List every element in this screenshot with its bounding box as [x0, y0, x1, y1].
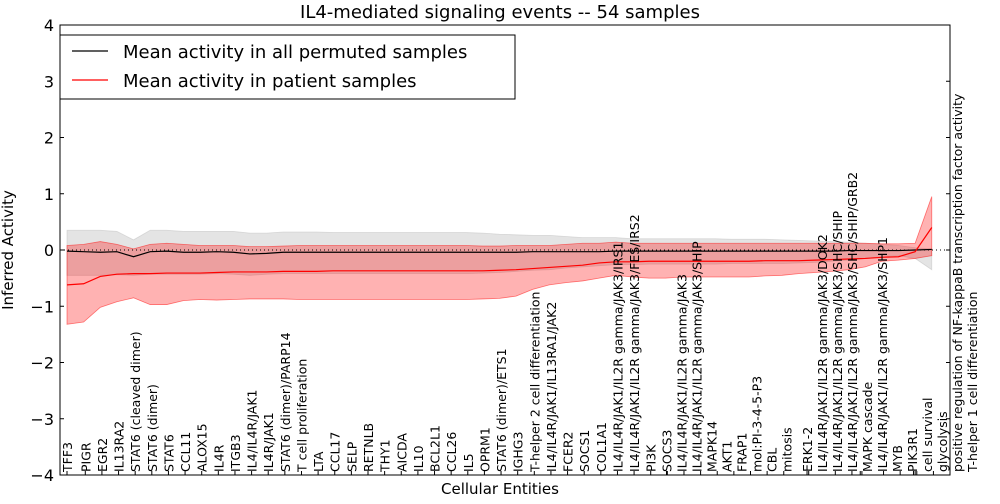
x-tick-label: THY1 — [378, 439, 393, 473]
x-tick-label: IL4/IL4R/JAK1/IL2R gamma/JAK3/SHC/SHIP — [830, 211, 845, 472]
x-tick-label: IL4/IL4R/JAK1/IL2R gamma/JAK3/SHP1 — [875, 237, 890, 472]
x-tick-label: STAT6 (dimer)/ETS1 — [494, 348, 509, 472]
x-tick-label: CBL — [765, 448, 780, 472]
x-tick-label: T-helper 2 cell differentiation — [527, 292, 542, 473]
x-tick-label: STAT6 (dimer) — [145, 384, 160, 472]
x-tick-label: IGHG3 — [511, 432, 526, 472]
x-tick-label: IL4/IL4R/JAK1/IL2R gamma/JAK3 — [675, 274, 690, 472]
y-axis: −4 −3 −2 −1 0 1 2 3 4 — [30, 16, 950, 485]
x-tick-label: SOCS1 — [577, 430, 592, 472]
x-tick-label: STAT6 — [161, 434, 176, 472]
x-tick-label: positive regulation of NF-kappaB transcr… — [950, 93, 965, 472]
x-tick-label: CCL26 — [444, 432, 459, 472]
x-tick-label: TFF3 — [60, 442, 75, 473]
y-tick-label: 2 — [44, 129, 54, 148]
chart-title: IL4-mediated signaling events -- 54 samp… — [300, 2, 700, 23]
x-tick-label: FRAP1 — [735, 433, 750, 472]
x-tick-label: IL4/IL4R/JAK1 — [245, 390, 260, 472]
x-tick-label: IL4/IL4R/JAK1/IL2R gamma/JAK3/FES/IRS2 — [627, 214, 642, 472]
y-tick-label: −3 — [30, 410, 54, 429]
x-tick-label: IL4/IL4R/JAK1/IL2R gamma/JAK3/SHIP — [690, 241, 705, 472]
x-tick-label: STAT6 (dimer)/PARP14 — [278, 332, 293, 472]
x-tick-label: IL4R/JAK1 — [261, 412, 276, 472]
x-tick-label: PI3K — [644, 444, 659, 472]
x-tick-label: mol:PI-3-4-5-P3 — [750, 376, 765, 472]
x-tick-label: IL4R — [211, 444, 226, 472]
line-patient — [66, 227, 933, 286]
x-tick-label: CCL11 — [178, 432, 193, 472]
x-tick-label: IL5 — [461, 453, 476, 472]
y-axis-label: Inferred Activity — [0, 190, 17, 310]
x-tick-label: SELP — [344, 441, 359, 472]
x-axis: TFF3 PIGR EGR2 IL13RA2 STAT6 (cleaved dimer)… — [60, 93, 980, 475]
x-tick-label: COL1A1 — [594, 422, 609, 472]
x-tick-label: cell survival — [920, 398, 935, 472]
x-tick-label: EGR2 — [95, 438, 110, 472]
plot-frame — [59, 24, 951, 476]
x-tick-label: ERK1-2 — [800, 427, 815, 472]
x-tick-label: ALOX15 — [195, 423, 210, 472]
x-tick-label: FCER2 — [561, 432, 576, 472]
x-tick-label: PIK3R1 — [905, 428, 920, 472]
band-patient — [66, 196, 933, 325]
y-tick-label: −4 — [30, 466, 54, 485]
x-tick-label: RETNLB — [361, 423, 376, 472]
x-tick-label: BCL2L1 — [428, 425, 443, 472]
legend-label-patient: Mean activity in patient samples — [123, 71, 417, 92]
x-tick-label: STAT6 (cleaved dimer) — [128, 331, 143, 472]
x-tick-label: IL4/IL4R/JAK1/IL2R gamma/JAK3/SHC/SHIP/G… — [845, 172, 860, 472]
x-tick-label: SOCS3 — [660, 430, 675, 472]
y-tick-label: −2 — [30, 354, 54, 373]
line-permuted — [66, 248, 932, 258]
x-tick-label: PIGR — [78, 442, 93, 472]
x-tick-label: mitosis — [780, 427, 795, 472]
y-tick-label: 4 — [44, 16, 54, 35]
legend-box — [59, 34, 516, 100]
x-tick-label: IL4/IL4R/JAK1/IL2R gamma/JAK3/DOK2 — [815, 234, 830, 472]
y-tick-label: 0 — [44, 241, 54, 260]
lines-layer — [66, 227, 933, 286]
x-tick-label: IL4/IL4R/JAK1/IL2R gamma/JAK3/IRS1 — [610, 242, 625, 472]
x-tick-label: AICDA — [394, 433, 409, 472]
x-tick-label: glycolysis — [935, 411, 950, 472]
x-axis-label: Cellular Entities — [441, 480, 559, 498]
x-tick-label: CCL17 — [328, 432, 343, 472]
y-tick-label: 1 — [44, 185, 54, 204]
x-tick-label: MAPK14 — [705, 421, 720, 472]
x-tick-label: IL4/IL4R/JAK1/IL13RA1/JAK2 — [544, 302, 559, 472]
x-tick-label: IL10 — [411, 445, 426, 472]
x-tick-label: LTA — [311, 451, 326, 472]
x-tick-label: AKT1 — [720, 441, 735, 472]
legend-label-permuted: Mean activity in all permuted samples — [123, 42, 467, 63]
x-tick-label: MAPK cascade — [860, 381, 875, 472]
y-tick-label: −1 — [30, 297, 54, 316]
x-tick-label: ITGB3 — [228, 434, 243, 472]
x-tick-label: T-helper 1 cell differentiation — [965, 292, 980, 473]
x-tick-label: T cell proliferation — [294, 359, 309, 473]
x-tick-label: MYB — [890, 445, 905, 472]
legend: Mean activity in all permuted samples Me… — [59, 34, 516, 100]
x-tick-label: OPRM1 — [477, 427, 492, 472]
x-tick-label: IL13RA2 — [112, 421, 127, 472]
y-tick-label: 3 — [44, 72, 54, 91]
